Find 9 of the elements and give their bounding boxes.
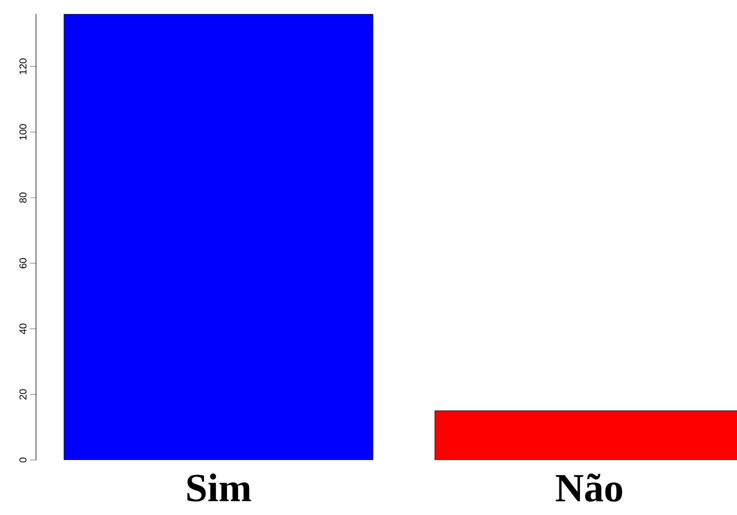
x-tick-label: Não [556,474,622,502]
y-tick-label: 80 [19,192,26,203]
x-tick-label: Sim [187,474,252,502]
y-tick-label: 120 [19,58,26,74]
y-tick-label: 40 [19,324,26,334]
y-tick-label: 100 [19,124,26,140]
y-tick-label: 20 [19,389,26,400]
y-tick-label: 0 [19,458,26,462]
y-tick-label: 60 [19,258,26,268]
